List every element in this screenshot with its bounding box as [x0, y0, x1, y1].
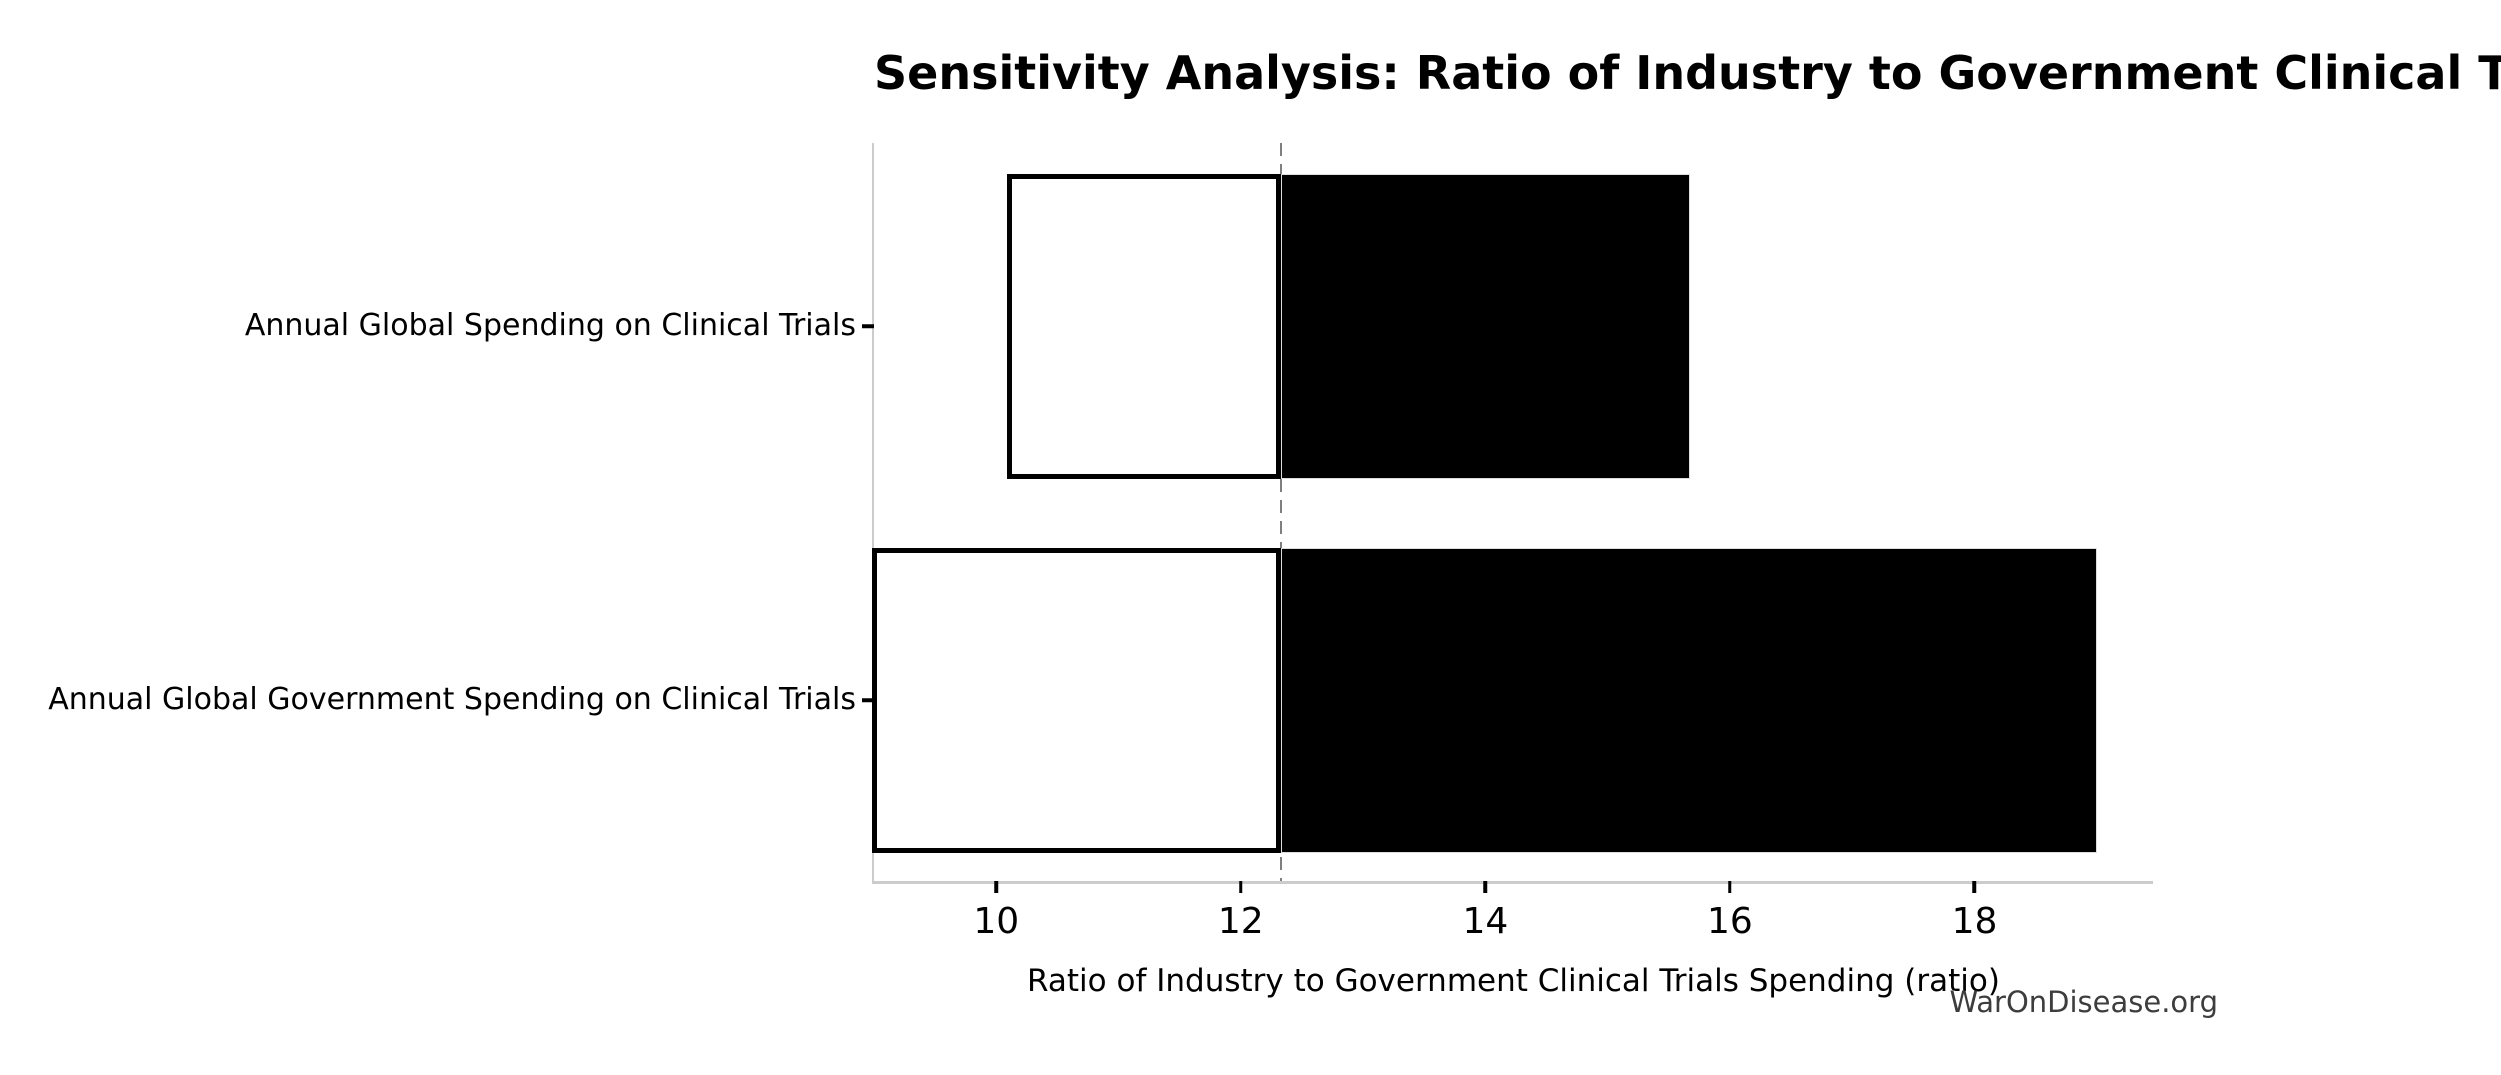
chart-title: Sensitivity Analysis: Ratio of Industry … [874, 46, 2501, 100]
x-tick-label-12: 12 [1217, 901, 1264, 942]
x-tick-label-14: 14 [1462, 901, 1509, 942]
x-tick-label-18: 18 [1951, 901, 1998, 942]
x-tick-mark-14 [1483, 881, 1488, 893]
y-category-label-0: Annual Global Spending on Clinical Trial… [244, 308, 856, 343]
y-tick-mark-0 [862, 324, 874, 328]
watermark-text: WarOnDisease.org [1949, 985, 2218, 1019]
y-category-label-1: Annual Global Government Spending on Cli… [48, 682, 856, 717]
bar-high-segment-row-0 [1281, 173, 1690, 479]
x-tick-label-16: 16 [1707, 901, 1753, 942]
x-tick-mark-12 [1239, 881, 1243, 893]
bar-high-segment-row-1 [1281, 547, 2097, 853]
bar-low-segment-row-0 [1007, 173, 1282, 479]
y-axis-spine [871, 143, 874, 881]
x-tick-label-10: 10 [973, 901, 1020, 942]
x-tick-mark-16 [1728, 881, 1732, 893]
bar-low-segment-row-1 [871, 547, 1282, 853]
y-tick-mark-1 [862, 698, 874, 702]
x-axis-label: Ratio of Industry to Government Clinical… [1027, 963, 2000, 999]
base-case-dashed-line [1279, 143, 1283, 881]
x-axis-spine [871, 881, 2153, 884]
plot-area [871, 143, 2153, 884]
x-tick-mark-18 [1972, 881, 1977, 893]
x-tick-mark-10 [994, 881, 999, 893]
